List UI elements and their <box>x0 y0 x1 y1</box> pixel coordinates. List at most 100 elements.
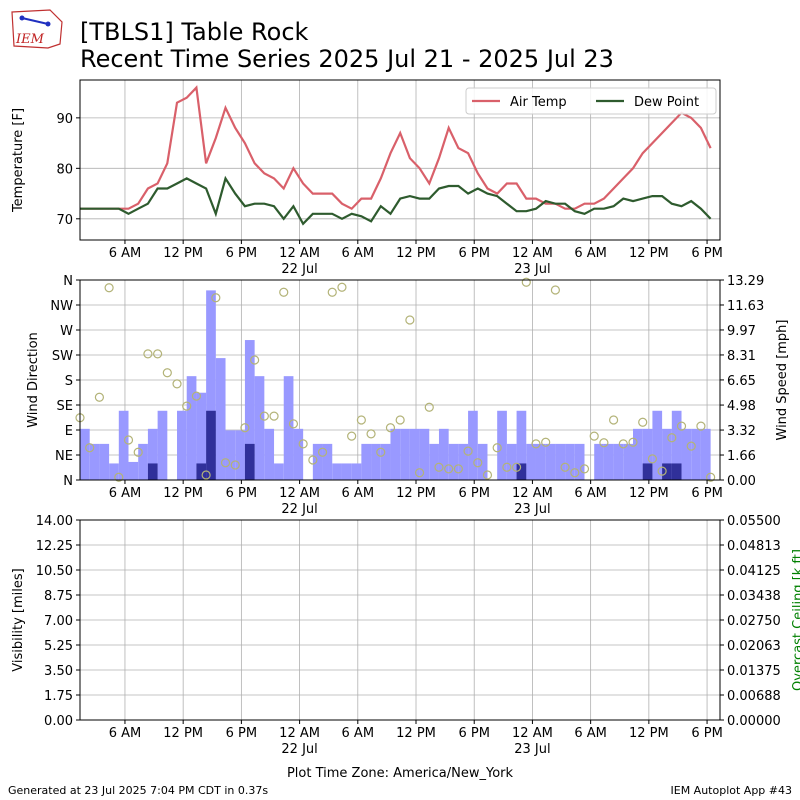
subtitle: Recent Time Series 2025 Jul 21 - 2025 Ju… <box>80 45 614 73</box>
y-tick-label: 12.25 <box>36 539 73 554</box>
bar <box>196 463 207 480</box>
bar <box>274 463 284 480</box>
point <box>541 437 551 447</box>
point <box>511 462 522 472</box>
point <box>288 419 299 429</box>
bar <box>390 428 401 480</box>
point <box>444 464 454 474</box>
y2-tick-label: 0.02063 <box>727 639 781 654</box>
bar <box>603 443 614 480</box>
logo-mark <box>21 17 49 25</box>
y2-tick-label: 9.97 <box>727 324 756 339</box>
point <box>482 470 493 480</box>
bar <box>215 358 226 480</box>
point <box>424 402 434 412</box>
y-tick-label: 5.25 <box>44 639 73 654</box>
point <box>599 438 609 448</box>
bar <box>264 428 275 480</box>
point <box>395 415 405 425</box>
y2-tick-label: 3.32 <box>727 424 756 439</box>
y-tick-label: N <box>63 474 73 489</box>
point <box>570 468 580 478</box>
y-tick-label: 7.00 <box>44 614 73 629</box>
bar <box>497 410 507 480</box>
bar <box>642 428 653 480</box>
point <box>327 287 337 297</box>
x-tick-label: 12 AM <box>279 726 320 741</box>
point <box>414 468 425 478</box>
x-tick-label: 6 AM <box>342 246 375 261</box>
x-date-label: 22 Jul <box>281 742 317 757</box>
bar <box>225 430 236 480</box>
bar <box>89 443 100 480</box>
point <box>502 462 512 472</box>
point <box>453 464 463 474</box>
x-tick-label: 6 AM <box>109 246 142 261</box>
point <box>356 415 366 425</box>
point <box>657 466 667 476</box>
y2-tick-label: 11.63 <box>727 299 764 314</box>
x-tick-label: 12 AM <box>512 726 553 741</box>
bar <box>545 443 556 480</box>
bar <box>574 443 585 480</box>
bar <box>671 463 682 480</box>
bar <box>671 410 682 480</box>
point <box>405 315 415 325</box>
y2-tick-label: 0.05500 <box>727 514 781 529</box>
point <box>638 417 648 427</box>
bar <box>235 430 245 480</box>
x-tick-label: 12 PM <box>629 486 669 501</box>
x-tick-label: 6 AM <box>574 246 607 261</box>
bar <box>535 443 546 480</box>
bar <box>206 290 216 480</box>
x-tick-label: 12 AM <box>279 486 320 501</box>
x-tick-label: 12 PM <box>163 486 203 501</box>
bar <box>477 443 488 480</box>
bar <box>147 428 158 480</box>
bar <box>516 463 527 480</box>
bar <box>662 463 672 480</box>
y-tick-label: 1.75 <box>44 689 73 704</box>
y-tick-label: E <box>65 424 73 439</box>
x-tick-label: 6 PM <box>691 246 722 261</box>
point <box>686 441 696 451</box>
point <box>133 447 143 457</box>
plot-frame <box>79 519 721 721</box>
x-date-label: 23 Jul <box>514 502 550 517</box>
bar <box>516 410 527 480</box>
y2-tick-label: 13.29 <box>727 274 764 289</box>
y2-tick-label: 4.98 <box>727 399 756 414</box>
point <box>347 431 357 441</box>
bar <box>361 443 372 480</box>
point <box>317 447 328 457</box>
bar <box>341 463 352 480</box>
point <box>492 443 502 453</box>
bar <box>332 463 342 480</box>
point <box>114 472 124 482</box>
point <box>521 277 531 287</box>
bar <box>138 443 148 480</box>
logo-mark <box>19 15 25 21</box>
y-tick-label: 90 <box>56 112 73 127</box>
bar <box>283 376 294 480</box>
point <box>104 283 114 293</box>
logo: IEM <box>11 9 63 49</box>
point <box>123 435 134 445</box>
point <box>201 470 211 480</box>
legend-label: Air Temp <box>510 95 567 110</box>
point <box>269 411 279 421</box>
bar <box>458 443 469 480</box>
footer-right: IEM Autoplot App #43 <box>671 784 793 797</box>
legend-box <box>465 87 717 115</box>
logo-mark <box>45 21 51 27</box>
point <box>298 439 308 449</box>
point <box>676 421 687 431</box>
y-tick-label: 80 <box>56 162 73 177</box>
x-tick-label: 6 PM <box>226 486 257 501</box>
bar <box>429 443 439 480</box>
bar <box>400 428 410 480</box>
y-tick-label: 70 <box>56 213 73 228</box>
x-date-label: 22 Jul <box>281 502 317 517</box>
point <box>162 368 172 378</box>
